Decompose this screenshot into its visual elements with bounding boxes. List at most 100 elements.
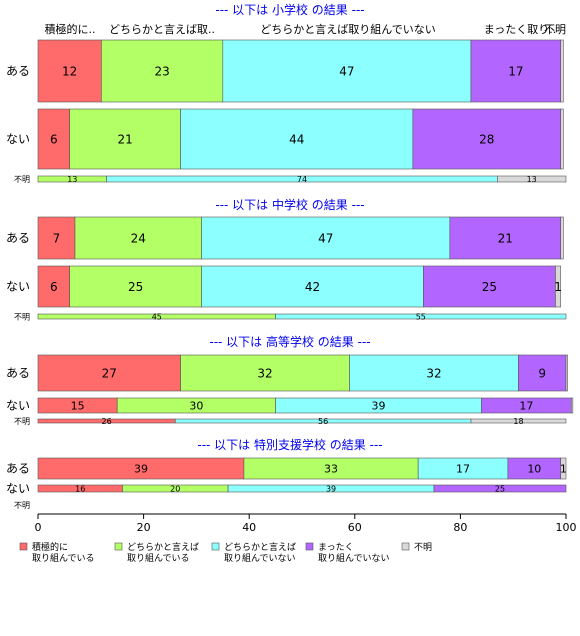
data-label: 9 xyxy=(538,366,546,380)
panel-title: --- 以下は 特別支援学校 の結果 --- xyxy=(197,437,382,452)
data-label: 27 xyxy=(102,366,117,380)
data-label: 7 xyxy=(53,231,61,245)
row-label: 不明 xyxy=(14,175,30,184)
bar-segment xyxy=(470,39,562,103)
panel-title: --- 以下は 高等学校 の結果 --- xyxy=(209,334,370,349)
data-label: 30 xyxy=(189,399,203,412)
bar-segment xyxy=(412,108,562,170)
x-tick-label: 100 xyxy=(556,521,577,534)
row-label: ない xyxy=(6,132,30,146)
data-label: 39 xyxy=(372,399,386,412)
bar-segment xyxy=(449,216,562,260)
data-label: 16 xyxy=(75,484,85,493)
data-label: 47 xyxy=(318,231,333,245)
data-label: 17 xyxy=(519,399,533,412)
row-label: 不明 xyxy=(14,417,30,426)
legend-label: 取り組んでいる xyxy=(32,552,95,564)
panel-title: --- 以下は 小学校 の結果 --- xyxy=(215,2,364,17)
x-tick-label: 0 xyxy=(35,521,42,534)
data-label: 13 xyxy=(67,175,77,184)
bar-segment xyxy=(37,108,70,170)
bar-segment xyxy=(275,313,567,320)
column-header: まったく取り.. xyxy=(484,23,557,36)
legend-label: まったく xyxy=(318,542,354,553)
data-label: 56 xyxy=(318,417,328,426)
bar-segment xyxy=(201,265,424,308)
data-label: 15 xyxy=(71,399,85,412)
row-label: ある xyxy=(6,462,30,476)
data-label: 32 xyxy=(257,366,272,380)
legend-label: どちらかと言えば xyxy=(127,541,199,553)
data-label: 45 xyxy=(152,312,162,321)
row-label: ない xyxy=(6,482,30,496)
data-label: 6 xyxy=(50,280,58,294)
data-label: 28 xyxy=(479,132,494,146)
data-label: 42 xyxy=(305,280,320,294)
x-tick-label: 40 xyxy=(242,521,256,534)
bar-segment xyxy=(37,265,70,308)
legend-label: どちらかと言えば xyxy=(224,541,296,553)
data-label: 44 xyxy=(289,132,304,146)
legend-label: 積極的に xyxy=(32,541,68,553)
bar-segment xyxy=(555,265,562,308)
row-label: ない xyxy=(6,280,30,294)
x-tick-label: 60 xyxy=(348,521,362,534)
data-label: 32 xyxy=(426,366,441,380)
bar-segment xyxy=(74,216,202,260)
bar-segment xyxy=(349,354,519,392)
data-label: 25 xyxy=(482,280,497,294)
bar-segment xyxy=(180,108,414,170)
legend-label: 取り組んでいない xyxy=(224,552,296,564)
column-header: どちらかと言えば取り組んでいない xyxy=(260,23,435,36)
data-label: 25 xyxy=(128,280,143,294)
column-header: 不明 xyxy=(544,23,566,36)
data-label: 39 xyxy=(134,462,148,475)
x-tick-label: 80 xyxy=(453,521,467,534)
data-label: 20 xyxy=(170,484,180,493)
data-label: 17 xyxy=(456,462,470,475)
data-label: 10 xyxy=(527,462,541,475)
bar-segment xyxy=(565,354,568,392)
legend-label: 取り組んでいる xyxy=(127,552,190,564)
row-label: 不明 xyxy=(14,501,30,510)
bar-segment xyxy=(201,216,451,260)
legend-swatch xyxy=(401,542,410,551)
bar-segment xyxy=(37,354,181,392)
legend-label: 取り組んでいない xyxy=(318,552,390,564)
bar-segment xyxy=(560,108,564,170)
row-label: ある xyxy=(6,64,30,78)
data-label: 47 xyxy=(339,64,354,78)
bar-segment xyxy=(570,397,574,414)
row-label: 不明 xyxy=(14,312,30,321)
bar-segment xyxy=(423,265,556,308)
bar-segment xyxy=(560,216,564,260)
data-label: 18 xyxy=(513,417,523,426)
bar-segment xyxy=(518,354,567,392)
bar-segment xyxy=(560,39,564,103)
data-label: 21 xyxy=(117,132,132,146)
data-label: 13 xyxy=(527,175,537,184)
bar-segment xyxy=(470,418,567,424)
data-label: 26 xyxy=(102,417,112,426)
data-label: 23 xyxy=(154,64,169,78)
data-label: 74 xyxy=(297,175,307,184)
panel-title: --- 以下は 中学校 の結果 --- xyxy=(215,197,364,212)
legend-swatch xyxy=(305,542,314,551)
data-label: 17 xyxy=(508,64,523,78)
data-label: 24 xyxy=(131,231,146,245)
row-label: ある xyxy=(6,231,30,245)
data-label: 6 xyxy=(50,132,58,146)
data-label: 39 xyxy=(326,484,336,493)
data-label: 33 xyxy=(324,462,338,475)
row-label: ある xyxy=(6,366,30,380)
bar-segment xyxy=(69,108,181,170)
data-label: 12 xyxy=(62,64,77,78)
data-label: 21 xyxy=(498,231,513,245)
data-label: 1 xyxy=(554,280,562,294)
column-header: 積極的に.. xyxy=(45,22,96,36)
legend-swatch xyxy=(114,542,123,551)
legend-swatch xyxy=(211,542,220,551)
x-tick-label: 20 xyxy=(137,521,151,534)
bar-segment xyxy=(560,457,567,480)
data-label: 25 xyxy=(495,484,505,493)
